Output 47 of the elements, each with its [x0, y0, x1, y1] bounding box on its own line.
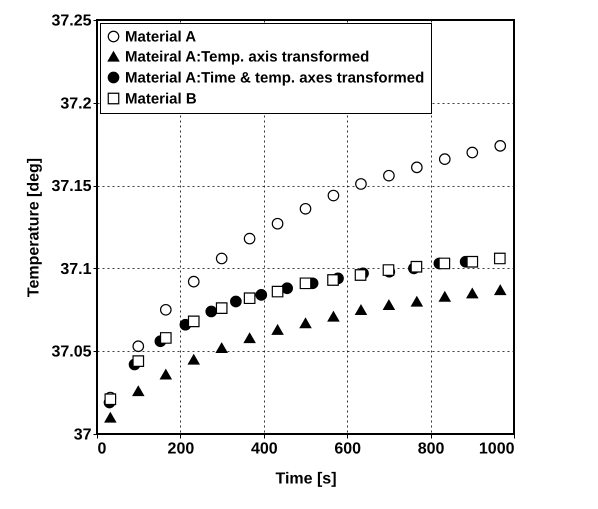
x-tick-label: 0 — [98, 440, 106, 458]
point — [328, 311, 340, 322]
x-tick-label: 400 — [250, 440, 278, 458]
legend-label: Material A:Time & temp. axes transformed — [125, 70, 424, 86]
y-tick-label: 37.1 — [60, 260, 92, 278]
y-tick-label: 37.25 — [51, 12, 92, 30]
point — [205, 306, 218, 318]
point — [300, 318, 312, 328]
point — [132, 386, 144, 396]
point — [281, 282, 293, 294]
point — [104, 412, 116, 423]
point — [494, 284, 506, 296]
point — [327, 274, 339, 286]
point — [355, 304, 367, 315]
point — [383, 300, 395, 310]
y-tick-label: 37.05 — [51, 344, 92, 361]
point — [354, 269, 366, 281]
y-axis-title: Temperature [deg] — [25, 158, 42, 298]
point — [255, 289, 268, 301]
point — [466, 256, 478, 268]
point — [216, 342, 228, 354]
point — [188, 316, 200, 328]
point — [272, 324, 284, 335]
legend-label: Material A — [125, 28, 196, 46]
point — [494, 252, 506, 264]
point — [230, 296, 242, 308]
y-tick-label: 37.2 — [60, 95, 92, 112]
point — [438, 291, 451, 302]
point — [160, 369, 172, 380]
x-tick-label: 800 — [418, 440, 445, 458]
point — [410, 260, 422, 273]
legend-label: Mateiral A:Temp. axis transformed — [125, 48, 370, 66]
legend-label: Material B — [125, 90, 197, 108]
y-tick-label: 37.15 — [51, 178, 92, 196]
x-tick-label: 1000 — [478, 440, 515, 458]
x-tick-label: 600 — [334, 440, 362, 458]
point — [410, 296, 423, 307]
point — [300, 277, 312, 290]
point — [160, 332, 172, 344]
point — [438, 258, 450, 270]
x-tick-label: 200 — [168, 440, 194, 458]
y-tick-label: 37 — [74, 426, 92, 444]
point — [188, 354, 200, 365]
point — [244, 332, 256, 344]
point — [466, 288, 478, 298]
x-axis-title: Time [s] — [275, 470, 337, 488]
point — [132, 355, 144, 367]
